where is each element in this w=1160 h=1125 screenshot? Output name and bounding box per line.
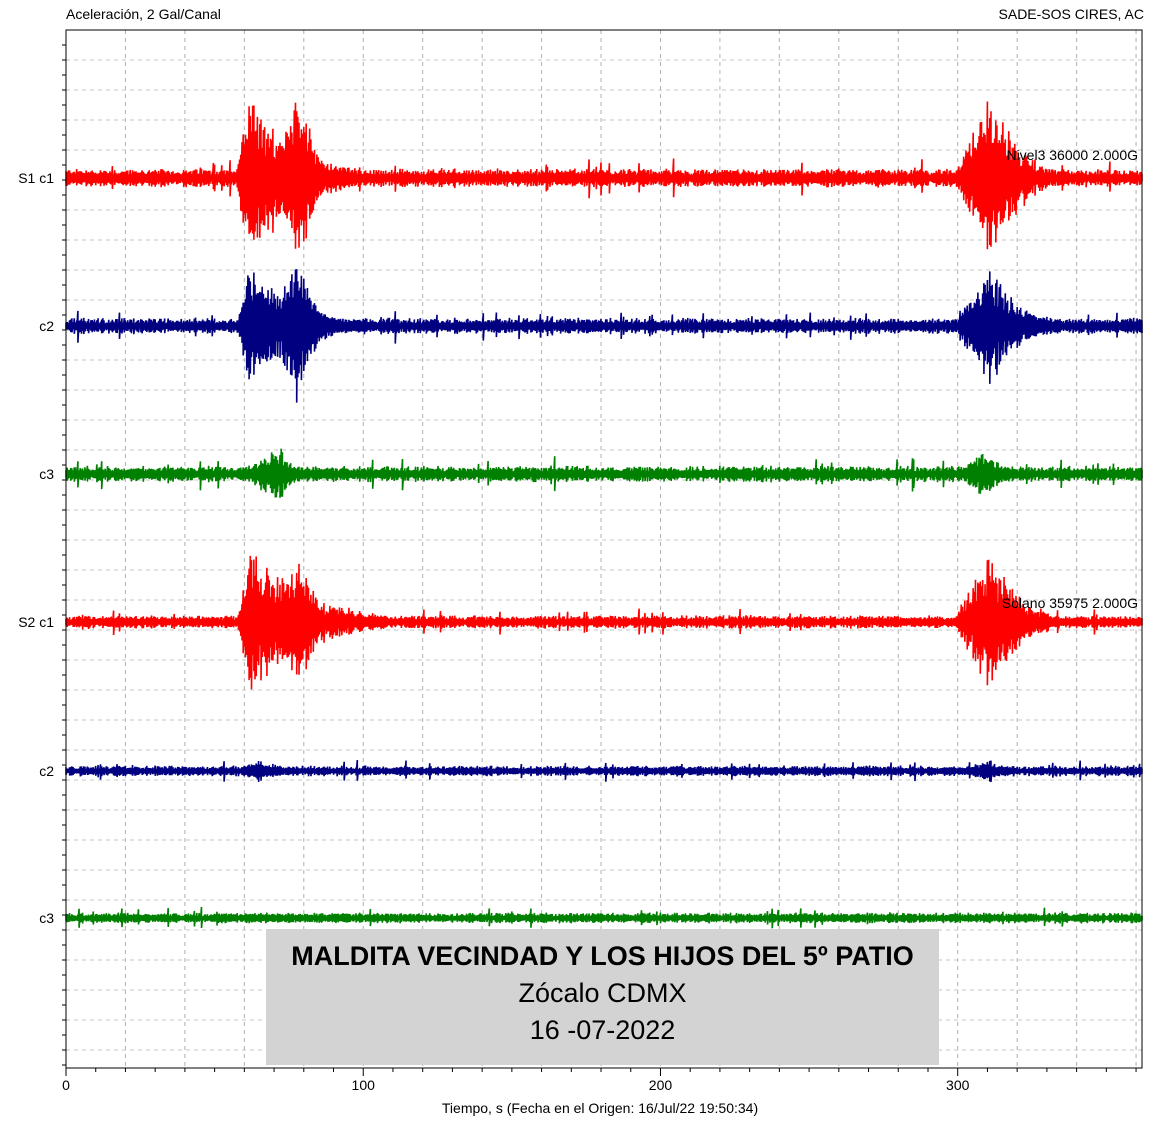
trace-label: c2	[39, 763, 54, 779]
traces	[65, 101, 1143, 929]
plot-frame	[65, 29, 1143, 1069]
x-axis-label: Tiempo, s (Fecha en el Origen: 16/Jul/22…	[441, 1100, 759, 1116]
event-caption-box: MALDITA VECINDAD Y LOS HIJOS DEL 5º PATI…	[266, 929, 939, 1065]
trace-label: c3	[39, 910, 54, 926]
trace-label: S2 c1	[18, 614, 54, 630]
trace-waveform	[65, 555, 1143, 690]
station-label: Solano 35975 2.000G	[1002, 595, 1138, 611]
trace-waveform	[65, 269, 1143, 403]
network-label: SADE-SOS CIRES, AC	[998, 6, 1144, 22]
caption-title: MALDITA VECINDAD Y LOS HIJOS DEL 5º PATI…	[291, 941, 914, 971]
x-tick-label: 100	[352, 1077, 376, 1093]
trace-labels: S1 c1 c2 c3 S2 c1 c2 c3 Nivel3 36000 2.000G Sol…	[18, 147, 1138, 926]
trace-label: S1 c1	[18, 170, 54, 186]
trace-waveform	[65, 907, 1143, 929]
trace-waveform	[65, 101, 1143, 250]
x-tick-label: 200	[649, 1077, 673, 1093]
caption-location: Zócalo CDMX	[518, 978, 687, 1008]
trace-label: c2	[39, 318, 54, 334]
caption-date: 16 -07-2022	[529, 1015, 676, 1045]
trace-label: c3	[39, 466, 54, 482]
x-tick-label: 300	[946, 1077, 970, 1093]
trace-waveform	[65, 448, 1143, 498]
station-label: Nivel3 36000 2.000G	[1006, 147, 1138, 163]
x-tick-label: 0	[62, 1077, 70, 1093]
axes: 0 100 200 300	[62, 29, 1143, 1093]
trace-waveform	[65, 759, 1143, 782]
y-axis-title: Aceleración, 2 Gal/Canal	[66, 6, 221, 22]
